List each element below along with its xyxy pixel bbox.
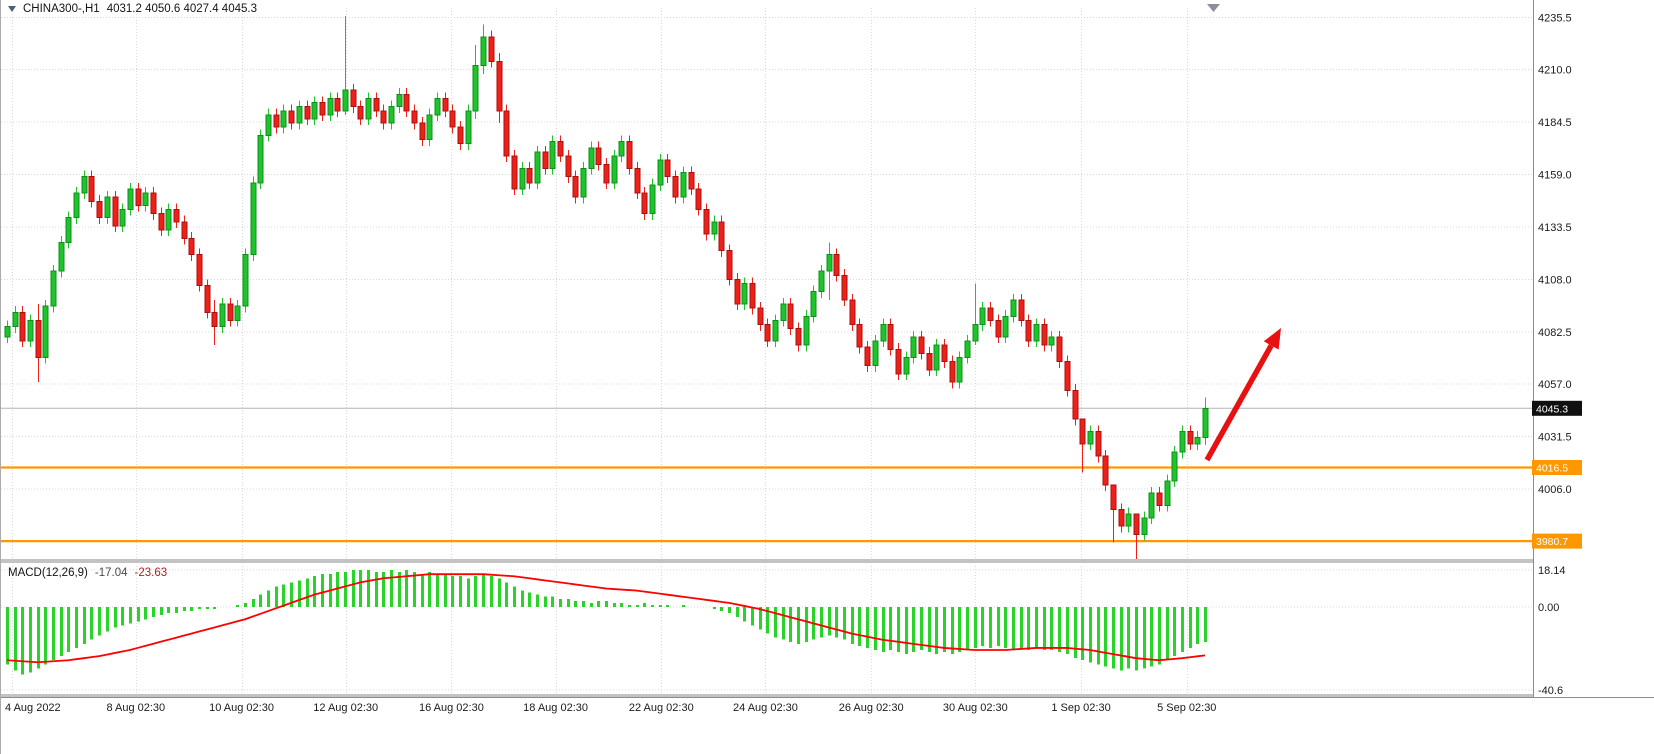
price-tick-label: 4031.5 bbox=[1538, 432, 1572, 444]
time-tick-label: 26 Aug 02:30 bbox=[839, 702, 904, 714]
price-badge-label: 3980.7 bbox=[1536, 536, 1568, 548]
price-tick-label: 4235.5 bbox=[1538, 12, 1572, 24]
price-badge bbox=[1532, 533, 1582, 549]
price-tick-label: 4057.0 bbox=[1538, 379, 1572, 391]
time-tick-label: 5 Sep 02:30 bbox=[1157, 702, 1216, 714]
trend-arrow-line[interactable] bbox=[1204, 344, 1274, 462]
price-badge bbox=[1532, 400, 1582, 416]
price-badge bbox=[1532, 460, 1582, 476]
price-badge-label: 4045.3 bbox=[1536, 403, 1568, 415]
grid bbox=[1, 8, 1533, 693]
panel-separator[interactable] bbox=[1, 559, 1654, 563]
price-tick-label: 4082.5 bbox=[1538, 327, 1572, 339]
indicator-signal-value: -23.63 bbox=[134, 567, 168, 579]
indicator-label: MACD(12,26,9) -17.04 -23.63 bbox=[8, 567, 167, 579]
time-tick-label: 16 Aug 02:30 bbox=[419, 702, 484, 714]
chart-ohlc: 4031.2 4050.6 4027.4 4045.3 bbox=[106, 3, 257, 15]
time-tick-label: 12 Aug 02:30 bbox=[313, 702, 378, 714]
trend-arrow-head[interactable] bbox=[1263, 328, 1281, 350]
price-tick-label: 4159.0 bbox=[1538, 170, 1572, 182]
chart-title: CHINA300-,H1 bbox=[23, 3, 100, 15]
indicator-name: MACD(12,26,9) bbox=[8, 567, 88, 579]
candles bbox=[4, 16, 1209, 559]
time-axis[interactable] bbox=[1, 697, 1654, 754]
price-tick-label: 4133.5 bbox=[1538, 222, 1572, 234]
macd-signal-line bbox=[6, 573, 1206, 664]
time-tick-label: 18 Aug 02:30 bbox=[523, 702, 588, 714]
price-axis[interactable] bbox=[1534, 0, 1654, 697]
time-tick-label: 22 Aug 02:30 bbox=[629, 702, 694, 714]
chart-shift-marker[interactable] bbox=[1207, 4, 1220, 12]
macd-histogram bbox=[6, 570, 1207, 675]
price-badge-label: 4016.5 bbox=[1536, 463, 1568, 475]
time-tick-label: 4 Aug 2022 bbox=[5, 702, 61, 714]
time-tick-label: 8 Aug 02:30 bbox=[106, 702, 165, 714]
macd-tick-label: 0.00 bbox=[1538, 602, 1559, 614]
price-tick-label: 4210.0 bbox=[1538, 65, 1572, 77]
time-tick-label: 24 Aug 02:30 bbox=[733, 702, 798, 714]
time-tick-label: 30 Aug 02:30 bbox=[943, 702, 1008, 714]
indicator-macd-value: -17.04 bbox=[94, 567, 128, 579]
price-tick-label: 4184.5 bbox=[1538, 117, 1572, 129]
symbol-dropdown-icon[interactable] bbox=[8, 6, 16, 12]
chart-header: CHINA300-,H1 4031.2 4050.6 4027.4 4045.3 bbox=[8, 3, 257, 15]
macd-tick-label: 18.14 bbox=[1538, 565, 1566, 577]
time-tick-label: 1 Sep 02:30 bbox=[1051, 702, 1110, 714]
panel-separator-bottom[interactable] bbox=[1, 694, 1654, 697]
time-tick-label: 10 Aug 02:30 bbox=[209, 702, 274, 714]
price-tick-label: 4006.0 bbox=[1538, 484, 1572, 496]
macd-tick-label: -40.6 bbox=[1538, 685, 1563, 697]
price-tick-label: 4108.0 bbox=[1538, 274, 1572, 286]
